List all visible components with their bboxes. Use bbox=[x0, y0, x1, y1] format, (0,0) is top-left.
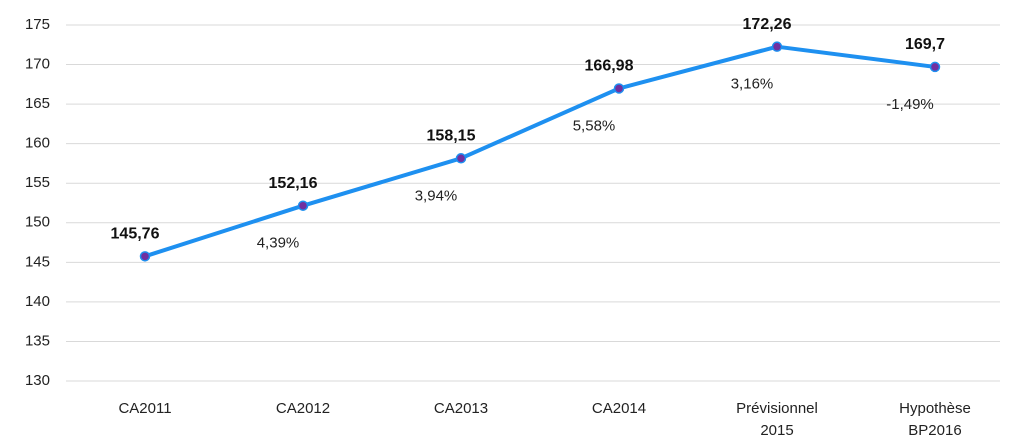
growth-annotation: 3,16% bbox=[731, 76, 774, 93]
growth-annotation: 5,58% bbox=[573, 117, 616, 134]
data-point bbox=[455, 153, 467, 164]
growth-annotation: 3,94% bbox=[415, 187, 458, 204]
x-tick-label: CA2014 bbox=[591, 400, 647, 417]
data-label: 172,26 bbox=[743, 16, 792, 33]
data-label: 166,98 bbox=[585, 58, 634, 75]
y-tick-label: 140 bbox=[25, 293, 50, 310]
y-tick-label: 175 bbox=[25, 16, 50, 33]
y-tick-label: 170 bbox=[25, 56, 50, 73]
y-tick-label: 160 bbox=[25, 135, 50, 152]
data-point bbox=[929, 61, 941, 73]
y-tick-label: 155 bbox=[25, 174, 50, 191]
x-tick-label: Hypothèse BP2016 bbox=[899, 400, 971, 439]
data-point bbox=[771, 41, 783, 52]
growth-annotation: 4,39% bbox=[257, 235, 300, 252]
x-tick-label: CA2012 bbox=[275, 400, 331, 417]
y-tick-label: 165 bbox=[25, 95, 50, 112]
data-point bbox=[297, 200, 309, 211]
y-tick-label: 130 bbox=[25, 372, 50, 389]
data-label: 158,15 bbox=[427, 128, 476, 145]
x-tick-label: CA2011 bbox=[118, 400, 172, 417]
data-label: 152,16 bbox=[269, 175, 318, 192]
data-label: 169,7 bbox=[905, 36, 945, 53]
data-point bbox=[613, 83, 625, 94]
x-tick-label: CA2013 bbox=[433, 400, 489, 417]
y-tick-label: 135 bbox=[25, 332, 50, 349]
y-tick-label: 150 bbox=[25, 214, 50, 231]
growth-annotation: -1,49% bbox=[886, 96, 934, 113]
data-label: 145,76 bbox=[111, 226, 160, 243]
data-point bbox=[139, 251, 151, 262]
y-tick-label: 145 bbox=[25, 253, 50, 270]
line-series bbox=[144, 44, 936, 259]
x-tick-label: Prévisionnel 2015 bbox=[736, 400, 818, 439]
